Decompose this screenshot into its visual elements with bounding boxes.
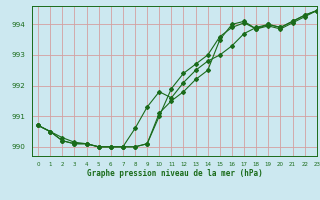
X-axis label: Graphe pression niveau de la mer (hPa): Graphe pression niveau de la mer (hPa) — [86, 169, 262, 178]
